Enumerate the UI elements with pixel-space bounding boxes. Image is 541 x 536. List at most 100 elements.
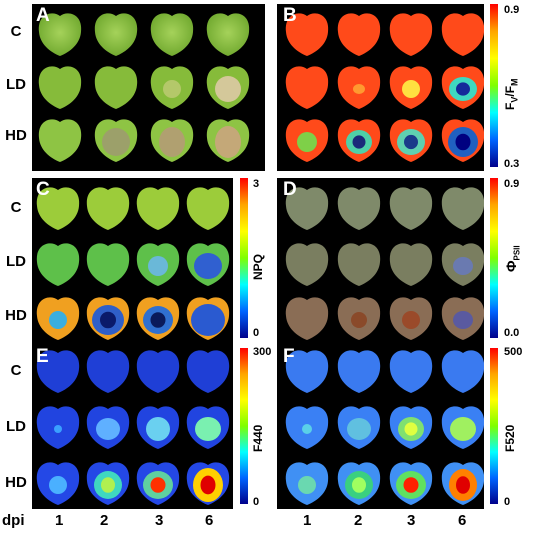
leaf-1-0 [38, 66, 82, 109]
colorbar-d-label: ΦPSII [503, 245, 522, 272]
lesion-1-3 [450, 417, 476, 441]
lesion-2-3 [191, 304, 225, 336]
row-label-hd-A: HD [5, 127, 27, 144]
leaf-1-0 [285, 66, 329, 109]
panel-a-photos: A [32, 4, 265, 171]
lesion-core-1-3 [456, 82, 470, 96]
colorbar-c-max: 3 [253, 178, 260, 190]
panel-label-f: F [283, 346, 295, 367]
lesion-1-0 [302, 424, 312, 434]
row-label-c-E: C [10, 362, 22, 379]
lesion-1-3 [453, 257, 473, 275]
lesion-core-2-3 [200, 475, 216, 495]
colorbar-e-min: 0 [253, 496, 260, 508]
row-label-ld-C: LD [6, 253, 26, 270]
lesion-2-0 [49, 476, 67, 494]
row-label-ld-E: LD [6, 418, 26, 435]
leaf-1-0 [36, 243, 80, 286]
leaf-0-3 [206, 13, 250, 56]
leaf-1-1 [86, 243, 130, 286]
leaf-grid-e [36, 350, 230, 505]
lesion-1-1 [353, 84, 365, 94]
leaf-0-2 [136, 187, 180, 230]
colorbar-b [490, 4, 498, 167]
lesion-2-2 [402, 311, 420, 329]
colorbar-e [240, 348, 248, 504]
leaf-0-2 [136, 350, 180, 393]
leaf-0-1 [337, 350, 381, 393]
colorbar-c-min: 0 [253, 327, 260, 339]
lesion-core-2-2 [403, 477, 419, 493]
leaf-grid-d [285, 187, 484, 340]
leaf-0-1 [94, 13, 138, 56]
leaf-0-1 [337, 187, 381, 230]
dpi-label-2-left: 2 [100, 512, 109, 529]
row-label-ld-A: LD [6, 76, 26, 93]
colorbar-f [490, 348, 498, 504]
dpi-label-1-right: 1 [303, 512, 312, 529]
panel-label-c: C [36, 179, 50, 200]
row-label-c-A: C [10, 23, 22, 40]
lesion-1-3 [215, 76, 241, 102]
colorbar-e-label: F440 [251, 424, 265, 452]
lesion-2-1 [351, 312, 367, 328]
panel-d-phipsii: D [277, 178, 484, 346]
colorbar-b-min: 0.3 [504, 158, 520, 170]
lesion-core-2-1 [352, 477, 366, 493]
lesion-2-0 [297, 132, 317, 152]
leaf-grid-a [38, 13, 250, 162]
panel-label-a: A [36, 5, 50, 26]
dpi-label-6-right: 6 [458, 512, 467, 529]
leaf-1-1 [337, 243, 381, 286]
leaf-0-0 [285, 13, 329, 56]
leaf-grid-b [285, 13, 484, 162]
lesion-1-1 [96, 418, 120, 440]
lesion-core-2-3 [455, 133, 471, 151]
leaf-grid-f [285, 350, 484, 505]
lesion-1-2 [148, 256, 168, 276]
leaf-0-2 [389, 187, 433, 230]
lesion-core-2-2 [150, 477, 166, 493]
leaf-0-3 [441, 350, 484, 393]
lesion-core-2-2 [404, 134, 418, 150]
leaf-0-2 [389, 350, 433, 393]
leaf-0-1 [86, 350, 130, 393]
dpi-label-3-left: 3 [155, 512, 164, 529]
leaf-2-0 [38, 119, 82, 162]
leaf-0-3 [441, 13, 484, 56]
leaf-0-2 [389, 13, 433, 56]
lesion-1-2 [146, 417, 170, 441]
dpi-axis-title: dpi [2, 512, 25, 529]
lesion-2-1 [102, 128, 130, 156]
lesion-core-2-1 [100, 311, 116, 329]
leaf-0-2 [150, 13, 194, 56]
lesion-1-3 [195, 417, 221, 441]
lesion-core-2-3 [456, 476, 470, 494]
dpi-label-1-left: 1 [55, 512, 64, 529]
panel-label-d: D [283, 179, 297, 200]
panel-b-fvfm: B [277, 4, 484, 171]
lesion-2-3 [215, 126, 241, 158]
panel-label-e: E [36, 346, 49, 367]
lesion-core-2-1 [352, 135, 366, 149]
leaf-grid-c [36, 187, 230, 340]
dpi-label-3-right: 3 [407, 512, 416, 529]
leaf-0-1 [86, 187, 130, 230]
leaf-0-0 [285, 350, 329, 393]
leaf-0-3 [186, 187, 230, 230]
panel-f-f520: F [277, 345, 484, 509]
colorbar-f-max: 500 [504, 346, 523, 358]
lesion-core-2-1 [101, 477, 115, 493]
leaf-1-0 [285, 243, 329, 286]
lesion-1-3 [194, 253, 222, 279]
row-label-c-C: C [10, 199, 22, 216]
lesion-1-1 [347, 418, 371, 440]
colorbar-b-label: FV/FM [503, 78, 520, 110]
leaf-1-1 [94, 66, 138, 109]
leaf-2-0 [285, 297, 329, 340]
leaf-0-1 [337, 13, 381, 56]
lesion-2-3 [453, 311, 473, 329]
colorbar-c-label: NPQ [251, 253, 265, 280]
leaf-0-0 [36, 350, 80, 393]
colorbar-f-min: 0 [504, 496, 511, 508]
